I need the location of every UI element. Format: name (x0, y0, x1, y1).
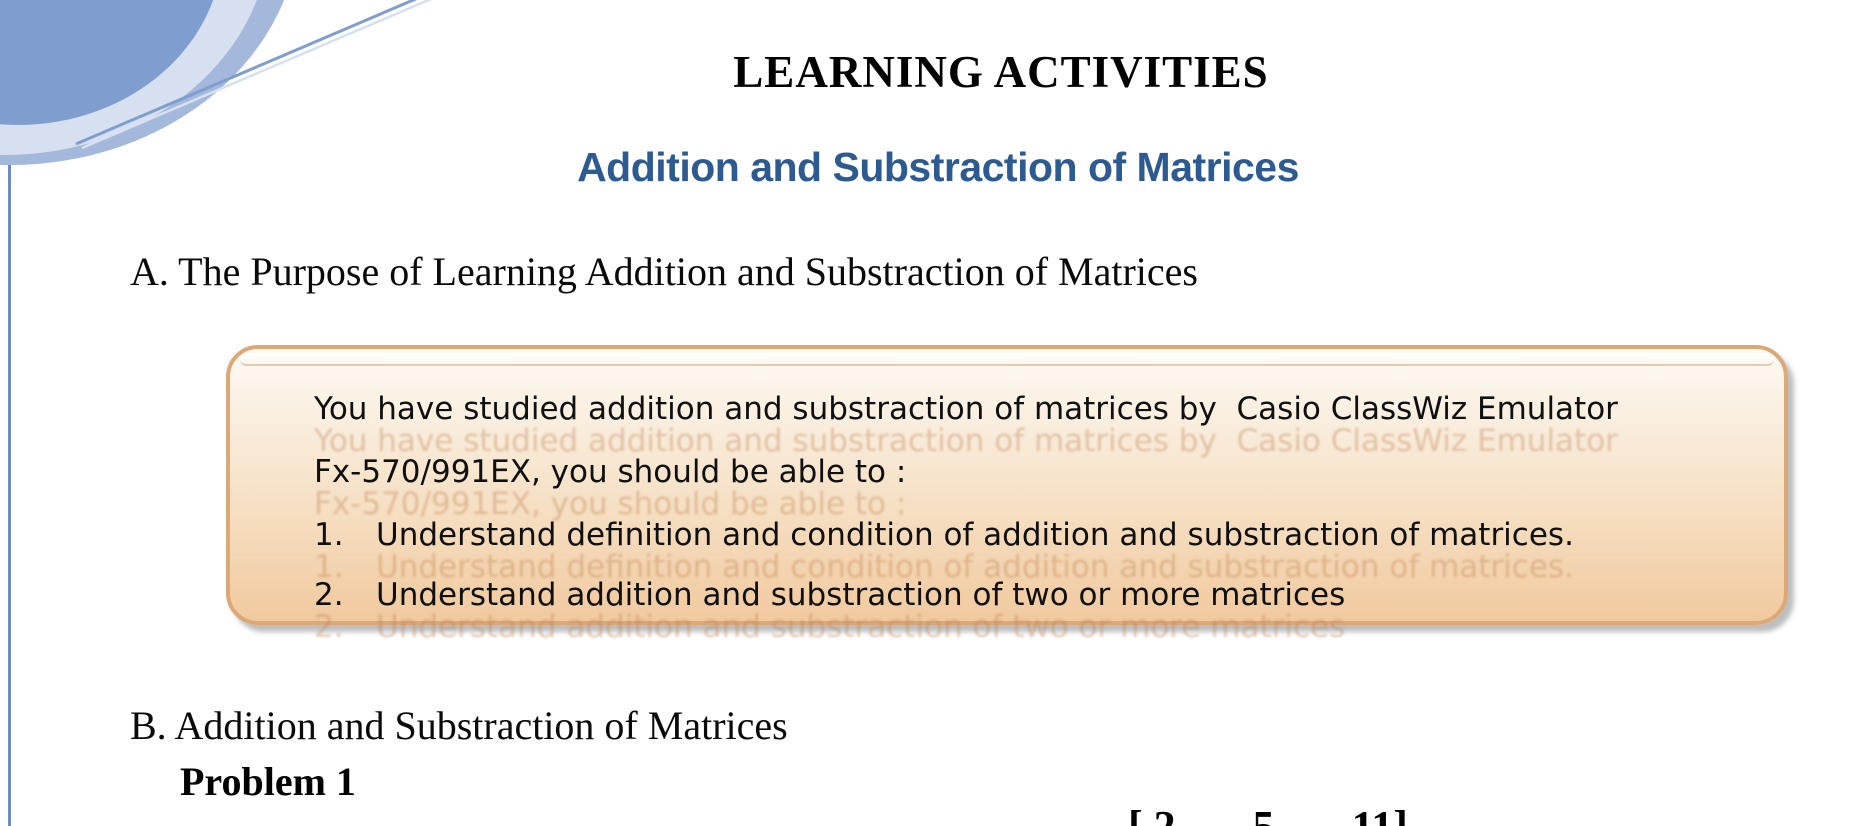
page-title: LEARNING ACTIVITIES (733, 47, 1269, 97)
objectives-callout: You have studied addition and substracti… (226, 345, 1788, 625)
objective-item-1: 1. Understand definition and condition of… (314, 517, 1744, 553)
problem-1-heading: Problem 1 (180, 759, 356, 804)
objective-item-2-text: Understand addition and substraction of … (376, 577, 1346, 613)
section-a-heading: A. The Purpose of Learning Addition and … (130, 249, 1198, 294)
corner-decoration (0, 0, 432, 165)
objective-item-2-number: 2. (314, 577, 344, 613)
swoosh-line-light (81, 0, 432, 150)
left-margin-rule (8, 0, 11, 826)
objective-item-2: 2. Understand addition and substraction o… (314, 577, 1744, 613)
callout-intro-line-1: You have studied addition and substracti… (314, 391, 1618, 427)
objective-item-1-text: Understand definition and condition of a… (376, 517, 1574, 553)
callout-gloss-highlight (240, 353, 1774, 366)
corner-circle (0, 0, 214, 125)
page-subtitle: Addition and Substraction of Matrices (577, 144, 1299, 190)
objective-item-1-number: 1. (314, 517, 344, 553)
section-b-heading: B. Addition and Substraction of Matrices (130, 703, 788, 748)
callout-intro-line-2: Fx-570/991EX, you should be able to : (314, 454, 907, 490)
matrix-fragment: [ 2 5 11] (1128, 801, 1408, 826)
swoosh-line (75, 0, 418, 146)
